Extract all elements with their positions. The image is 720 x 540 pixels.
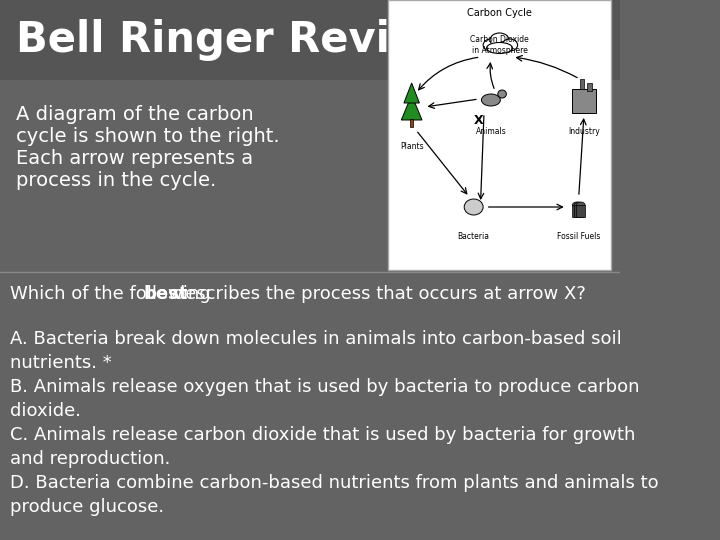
Text: Bacteria: Bacteria xyxy=(458,232,490,241)
Ellipse shape xyxy=(490,33,509,47)
Text: A. Bacteria break down molecules in animals into carbon-based soil
nutrients. *: A. Bacteria break down molecules in anim… xyxy=(10,330,622,372)
Ellipse shape xyxy=(498,90,506,98)
Ellipse shape xyxy=(487,43,513,53)
Ellipse shape xyxy=(575,202,583,208)
Bar xyxy=(577,205,585,217)
Bar xyxy=(410,119,413,127)
Ellipse shape xyxy=(502,39,518,51)
Text: Carbon Dioxide
in Atmosphere: Carbon Dioxide in Atmosphere xyxy=(470,35,529,55)
Text: cycle is shown to the right.: cycle is shown to the right. xyxy=(16,127,279,146)
Text: Each arrow represents a: Each arrow represents a xyxy=(16,149,253,168)
Bar xyxy=(575,205,583,217)
Text: A diagram of the carbon: A diagram of the carbon xyxy=(16,105,253,124)
Ellipse shape xyxy=(577,202,585,208)
Polygon shape xyxy=(401,95,422,120)
Text: Which of the following: Which of the following xyxy=(10,285,217,303)
Text: B. Animals release oxygen that is used by bacteria to produce carbon
dioxide.: B. Animals release oxygen that is used b… xyxy=(10,378,640,420)
Text: process in the cycle.: process in the cycle. xyxy=(16,171,216,190)
Text: describes the process that occurs at arrow X?: describes the process that occurs at arr… xyxy=(168,285,586,303)
Text: best: best xyxy=(144,285,188,303)
Text: D. Bacteria combine carbon-based nutrients from plants and animals to
produce gl: D. Bacteria combine carbon-based nutrien… xyxy=(10,474,659,516)
Text: X: X xyxy=(474,113,483,126)
Ellipse shape xyxy=(572,202,581,208)
Ellipse shape xyxy=(482,94,500,106)
Ellipse shape xyxy=(464,199,483,215)
Bar xyxy=(588,83,592,91)
Text: Plants: Plants xyxy=(400,142,423,151)
Text: Animals: Animals xyxy=(475,127,506,136)
Ellipse shape xyxy=(483,39,499,51)
Polygon shape xyxy=(404,83,420,103)
Text: Bell Ringer Revisit: Bell Ringer Revisit xyxy=(16,19,449,61)
Text: C. Animals release carbon dioxide that is used by bacteria for growth
and reprod: C. Animals release carbon dioxide that i… xyxy=(10,426,636,468)
Text: Industry: Industry xyxy=(568,127,600,136)
Text: Fossil Fuels: Fossil Fuels xyxy=(557,232,600,241)
FancyBboxPatch shape xyxy=(0,0,620,80)
Text: Carbon Cycle: Carbon Cycle xyxy=(467,8,532,18)
Bar xyxy=(580,79,584,89)
Bar xyxy=(572,205,581,217)
FancyBboxPatch shape xyxy=(387,0,611,270)
Bar xyxy=(572,89,596,113)
